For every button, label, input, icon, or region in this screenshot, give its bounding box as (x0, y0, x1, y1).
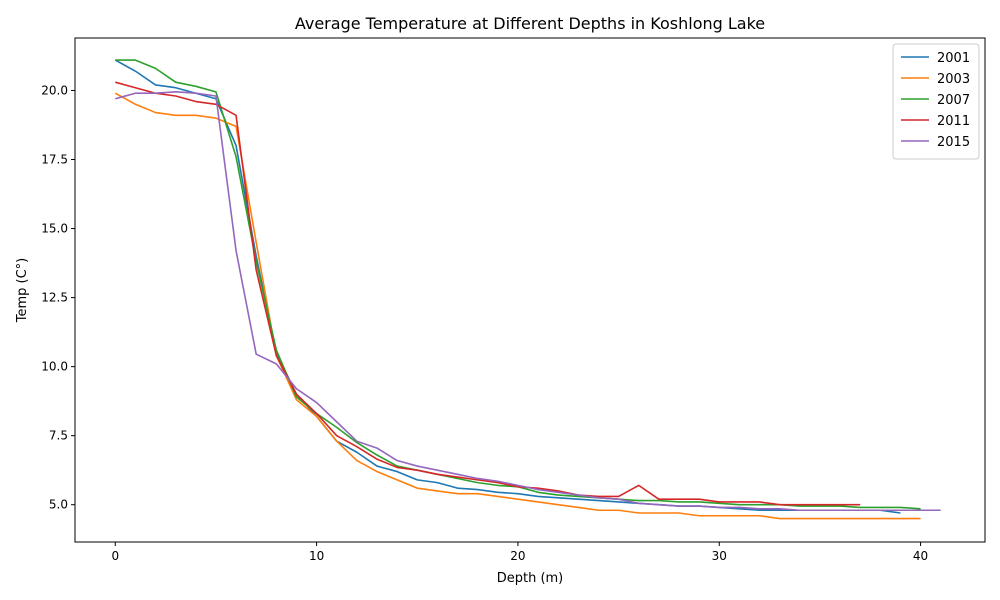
plot-frame (74, 37, 986, 543)
series-line-2015 (115, 91, 941, 512)
legend-label: 2003 (937, 72, 970, 87)
x-axis: 0 10 20 30 40 (111, 542, 928, 563)
y-tick-label: 5.0 (49, 498, 68, 512)
y-axis: 5.0 7.5 10.0 12.5 15.0 17.5 20.0 (41, 83, 75, 512)
series-line-2001 (114, 59, 901, 514)
x-tick-label: 10 (309, 549, 324, 563)
y-tick-label: 10.0 (41, 360, 68, 374)
chart-title: Average Temperature at Different Depths … (295, 14, 765, 33)
series-line-2003 (114, 92, 921, 520)
legend-label: 2015 (937, 135, 970, 150)
legend-label: 2011 (937, 114, 970, 129)
legend-label: 2001 (937, 51, 970, 66)
legend: 2001 2003 2007 2011 2015 (892, 43, 980, 160)
y-tick-label: 20.0 (41, 83, 68, 97)
y-tick-label: 17.5 (41, 153, 68, 167)
x-tick-label: 20 (510, 549, 525, 563)
y-tick-label: 7.5 (49, 429, 68, 443)
legend-label: 2007 (937, 93, 970, 108)
series-line-2011 (115, 81, 861, 506)
y-tick-label: 12.5 (41, 291, 68, 305)
x-tick-label: 40 (913, 549, 928, 563)
x-tick-label: 0 (111, 549, 119, 563)
y-axis-label: Temp (C°) (15, 258, 30, 324)
y-tick-label: 15.0 (41, 222, 68, 236)
x-axis-label: Depth (m) (497, 571, 564, 586)
legend-box (892, 43, 980, 160)
x-tick-label: 30 (712, 549, 727, 563)
series-layer (114, 59, 941, 520)
